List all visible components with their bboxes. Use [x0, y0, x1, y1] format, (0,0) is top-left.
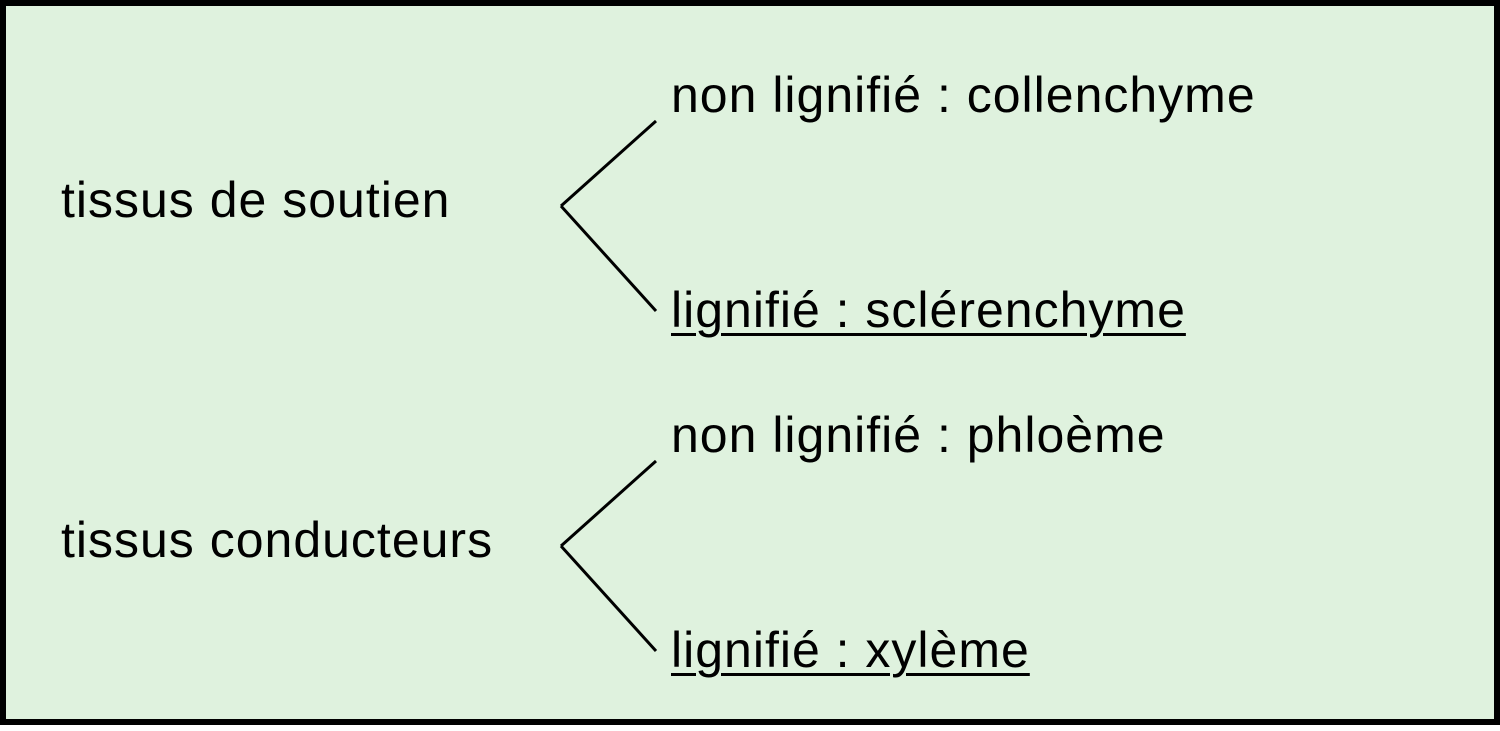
child-label-soutien-nonlignifie: non lignifié : collenchyme: [671, 66, 1256, 124]
connector-conducteurs-bottom: [561, 546, 656, 651]
connector-conducteurs-top: [561, 461, 656, 546]
connector-soutien-bottom: [561, 206, 656, 311]
child-label-soutien-lignifie: lignifié : sclérenchyme: [671, 281, 1186, 339]
child-label-conducteurs-nonlignifie: non lignifié : phloème: [671, 406, 1166, 464]
parent-label-soutien: tissus de soutien: [61, 171, 450, 229]
parent-label-conducteurs: tissus conducteurs: [61, 511, 493, 569]
child-label-conducteurs-lignifie: lignifié : xylème: [671, 621, 1030, 679]
tissue-classification-diagram: tissus de soutien non lignifié : collenc…: [0, 0, 1500, 725]
connector-soutien-top: [561, 121, 656, 206]
